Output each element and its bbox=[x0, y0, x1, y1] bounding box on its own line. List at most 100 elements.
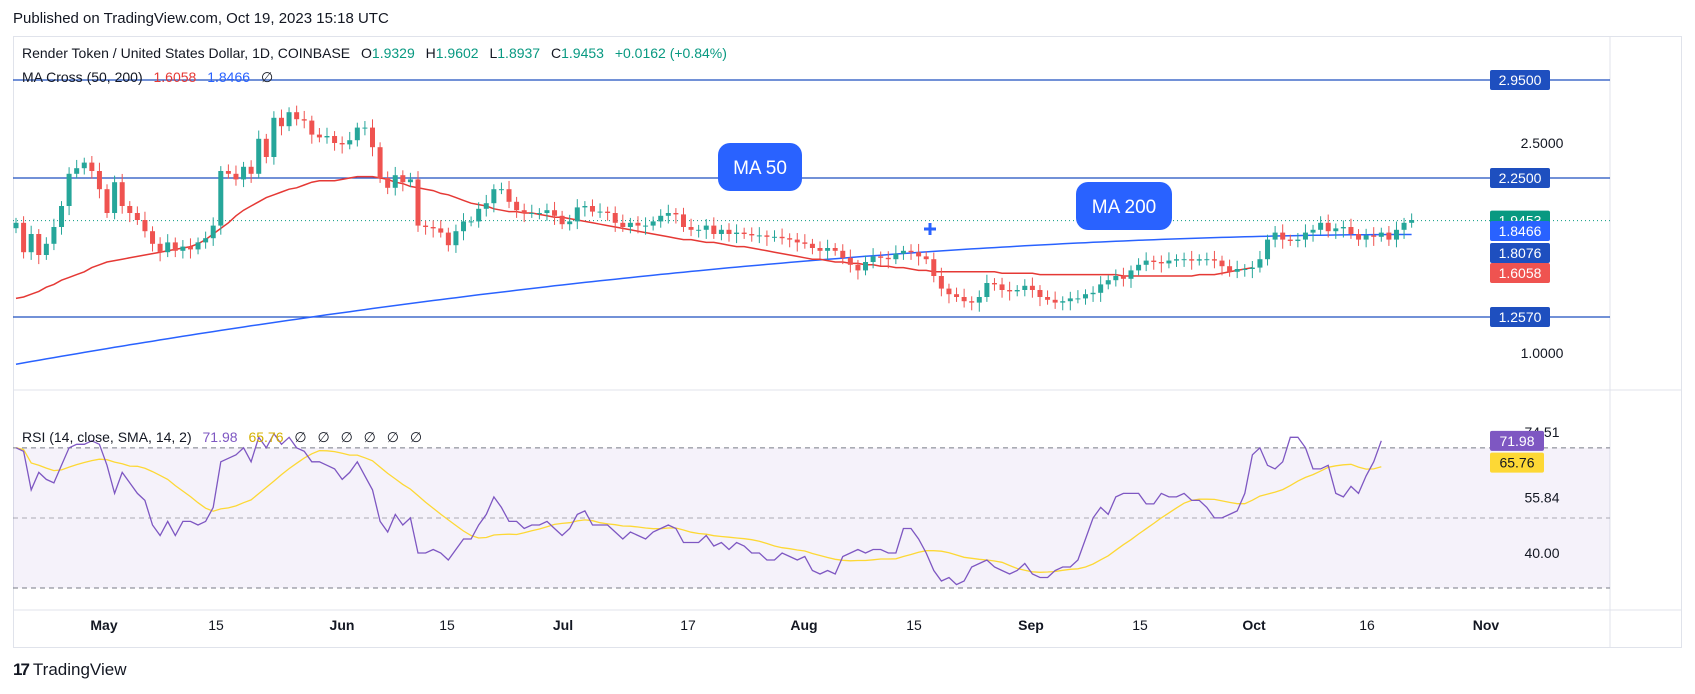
price-label-tag: 1.6058 bbox=[1490, 263, 1550, 283]
candle-body bbox=[1158, 262, 1164, 264]
price-label-tag: 1.8076 bbox=[1490, 243, 1550, 263]
rsi-ma-value: 65.76 bbox=[248, 429, 284, 445]
candle-body bbox=[916, 252, 922, 257]
candle-body bbox=[1090, 292, 1096, 295]
candle-body bbox=[142, 220, 148, 232]
time-tick-label: 15 bbox=[208, 617, 224, 633]
candle-body bbox=[635, 222, 641, 226]
tradingview-logo[interactable]: 17 TradingView bbox=[13, 660, 126, 680]
candle-body bbox=[999, 284, 1005, 290]
rsi-legend: RSI (14, close, SMA, 14, 2) 71.98 65.76 … bbox=[22, 429, 429, 446]
price-label-box bbox=[1490, 263, 1550, 283]
close-value: 1.9453 bbox=[561, 45, 604, 61]
candle-body bbox=[559, 215, 565, 225]
candle-body bbox=[1204, 259, 1210, 261]
rsi-label[interactable]: RSI (14, close, SMA, 14, 2) bbox=[22, 429, 192, 445]
candle-body bbox=[908, 250, 914, 253]
ma-legend: MA Cross (50, 200) 1.6058 1.8466 ∅ bbox=[22, 69, 280, 86]
time-tick-label: Jul bbox=[553, 617, 573, 633]
candle-body bbox=[567, 221, 573, 225]
candle-body bbox=[1174, 259, 1180, 261]
candle-body bbox=[1318, 222, 1324, 230]
ma-cross-label[interactable]: MA Cross (50, 200) bbox=[22, 69, 143, 85]
candle-body bbox=[362, 127, 368, 129]
candle-body bbox=[703, 225, 709, 230]
candle-body bbox=[847, 257, 853, 265]
candle-body bbox=[1120, 276, 1126, 279]
candle-body bbox=[764, 235, 770, 237]
candle-body bbox=[36, 234, 42, 255]
candle-body bbox=[438, 228, 444, 233]
price-label-box bbox=[1490, 307, 1550, 328]
ma50-line bbox=[15, 175, 1253, 300]
candle-body bbox=[878, 256, 884, 258]
candle-body bbox=[1302, 232, 1308, 240]
time-tick-label: 16 bbox=[1359, 617, 1375, 633]
rsi-band-fill bbox=[13, 447, 1610, 589]
rsi-value-box bbox=[1490, 430, 1544, 451]
price-tick-label: 1.0000 bbox=[1521, 345, 1564, 361]
candle-body bbox=[612, 213, 618, 223]
candle-body bbox=[658, 215, 664, 222]
symbol-title[interactable]: Render Token / United States Dollar, 1D,… bbox=[22, 45, 351, 61]
candle-body bbox=[74, 168, 80, 174]
candle-body bbox=[119, 182, 125, 206]
candle-body bbox=[13, 222, 19, 229]
candle-body bbox=[157, 243, 163, 253]
candle-body bbox=[1295, 239, 1301, 241]
time-tick-label: Aug bbox=[790, 617, 817, 633]
candle-body bbox=[756, 235, 762, 237]
rsi-value-text: 71.98 bbox=[1499, 433, 1534, 449]
price-label-box bbox=[1490, 221, 1550, 241]
candle-body bbox=[476, 208, 482, 222]
candle-body bbox=[1014, 290, 1020, 292]
candle-body bbox=[1325, 222, 1331, 232]
candle-body bbox=[1037, 290, 1043, 297]
candle-body bbox=[574, 207, 580, 222]
candle-body bbox=[734, 232, 740, 234]
ma200-callout: MA 200 bbox=[1076, 182, 1172, 230]
high-label: H bbox=[425, 45, 436, 61]
candle-body bbox=[1409, 220, 1415, 223]
candle-body bbox=[483, 203, 489, 209]
candle-body bbox=[301, 119, 307, 121]
candle-body bbox=[263, 138, 269, 157]
price-label-tag: 2.2500 bbox=[1490, 168, 1550, 188]
candle-body bbox=[1272, 232, 1278, 240]
candle-body bbox=[218, 171, 224, 226]
tradingview-logo-icon: 17 bbox=[13, 660, 30, 679]
candle-body bbox=[825, 248, 831, 251]
candle-body bbox=[187, 246, 193, 250]
candle-body bbox=[210, 225, 216, 239]
candle-body bbox=[885, 257, 891, 260]
rsi-tick-label: 40.00 bbox=[1524, 545, 1559, 561]
ma200-line bbox=[15, 233, 1412, 365]
candle-body bbox=[1045, 297, 1051, 300]
candle-body bbox=[21, 222, 27, 253]
candle-body bbox=[809, 243, 815, 248]
candle-body bbox=[802, 242, 808, 244]
candle-body bbox=[461, 221, 467, 232]
candle-body bbox=[605, 211, 611, 213]
candle-body bbox=[271, 117, 277, 157]
candle-body bbox=[673, 213, 679, 215]
candle-body bbox=[1219, 260, 1225, 267]
price-label-text: 2.9500 bbox=[1499, 72, 1542, 88]
candle-body bbox=[749, 234, 755, 236]
candle-body bbox=[552, 210, 558, 216]
low-label: L bbox=[489, 45, 498, 61]
candle-body bbox=[339, 143, 345, 145]
candle-body bbox=[430, 227, 436, 229]
candle-body bbox=[1280, 232, 1286, 240]
chart-area[interactable] bbox=[13, 36, 1682, 648]
time-tick-label: Jun bbox=[330, 617, 355, 633]
change-value: +0.0162 (+0.84%) bbox=[614, 45, 727, 61]
candle-body bbox=[203, 238, 209, 243]
candle-body bbox=[779, 236, 785, 239]
candle-body bbox=[589, 206, 595, 212]
published-note: Published on TradingView.com, Oct 19, 20… bbox=[13, 10, 389, 27]
candle-body bbox=[665, 213, 671, 216]
candle-body bbox=[59, 206, 65, 227]
candle-body bbox=[1166, 260, 1172, 264]
